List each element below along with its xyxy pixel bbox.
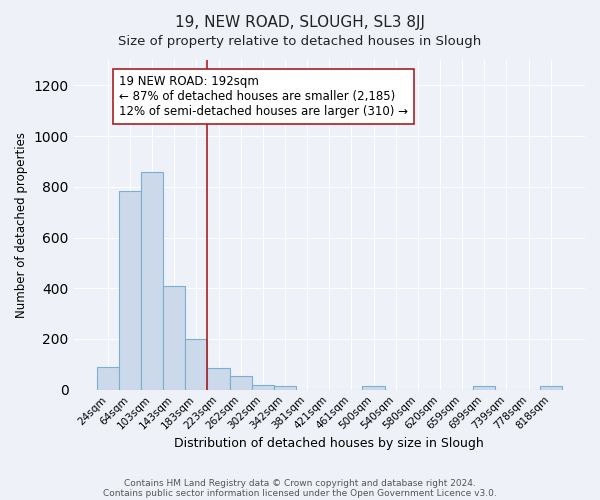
Bar — [141, 172, 163, 390]
Text: Contains HM Land Registry data © Crown copyright and database right 2024.: Contains HM Land Registry data © Crown c… — [124, 478, 476, 488]
Text: 19 NEW ROAD: 192sqm
← 87% of detached houses are smaller (2,185)
12% of semi-det: 19 NEW ROAD: 192sqm ← 87% of detached ho… — [119, 75, 408, 118]
Text: Contains public sector information licensed under the Open Government Licence v3: Contains public sector information licen… — [103, 488, 497, 498]
Bar — [539, 386, 562, 390]
Text: Size of property relative to detached houses in Slough: Size of property relative to detached ho… — [118, 35, 482, 48]
Bar — [274, 386, 296, 390]
Text: 19, NEW ROAD, SLOUGH, SL3 8JJ: 19, NEW ROAD, SLOUGH, SL3 8JJ — [175, 15, 425, 30]
Bar — [97, 367, 119, 390]
Y-axis label: Number of detached properties: Number of detached properties — [15, 132, 28, 318]
Bar — [208, 368, 230, 390]
Bar — [185, 339, 208, 390]
Bar — [163, 286, 185, 390]
X-axis label: Distribution of detached houses by size in Slough: Distribution of detached houses by size … — [175, 437, 484, 450]
Bar — [119, 190, 141, 390]
Bar — [362, 386, 385, 390]
Bar — [252, 384, 274, 390]
Bar — [473, 386, 496, 390]
Bar — [230, 376, 252, 390]
